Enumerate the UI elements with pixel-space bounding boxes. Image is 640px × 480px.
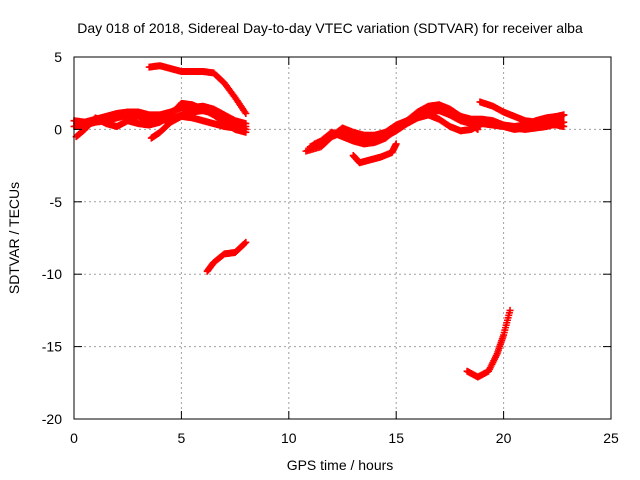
- series-track-l: [476, 98, 568, 126]
- data-point: [392, 140, 400, 148]
- data-point: [242, 109, 250, 117]
- data-point: [506, 306, 514, 314]
- y-tick-label: 5: [54, 49, 62, 65]
- x-axis-label: GPS time / hours: [287, 457, 394, 473]
- data-point: [242, 238, 250, 246]
- data-points: [70, 62, 568, 381]
- plot-frame: [73, 56, 612, 420]
- y-tick-label: -10: [42, 266, 62, 282]
- chart-title: Day 018 of 2018, Sidereal Day-to-day VTE…: [77, 20, 583, 36]
- series-track-f: [203, 238, 250, 275]
- y-axis-label: SDTVAR / TECUs: [6, 182, 22, 294]
- x-tick-label: 5: [178, 430, 186, 446]
- axis-ticks: 0 5 10 15 20 25 5 0 -5 -10 -15 -20: [42, 49, 619, 446]
- series-track-d: [147, 112, 250, 142]
- x-tick-label: 20: [496, 430, 512, 446]
- y-tick-label: -20: [42, 411, 62, 427]
- x-tick-label: 0: [70, 430, 78, 446]
- x-tick-label: 10: [281, 430, 297, 446]
- series-track-k: [435, 105, 482, 133]
- y-tick-label: -5: [50, 194, 63, 210]
- data-point: [560, 111, 568, 119]
- grid-lines: [74, 57, 611, 419]
- data-point: [241, 239, 249, 247]
- data-point: [242, 123, 250, 131]
- series-track-m: [463, 306, 514, 381]
- series-track-j: [349, 140, 400, 167]
- y-tick-label: 0: [54, 121, 62, 137]
- data-point: [560, 118, 568, 126]
- series-track-e: [145, 62, 250, 117]
- x-tick-label: 15: [388, 430, 404, 446]
- x-tick-label: 25: [603, 430, 619, 446]
- y-tick-label: -15: [42, 339, 62, 355]
- data-point: [474, 125, 482, 133]
